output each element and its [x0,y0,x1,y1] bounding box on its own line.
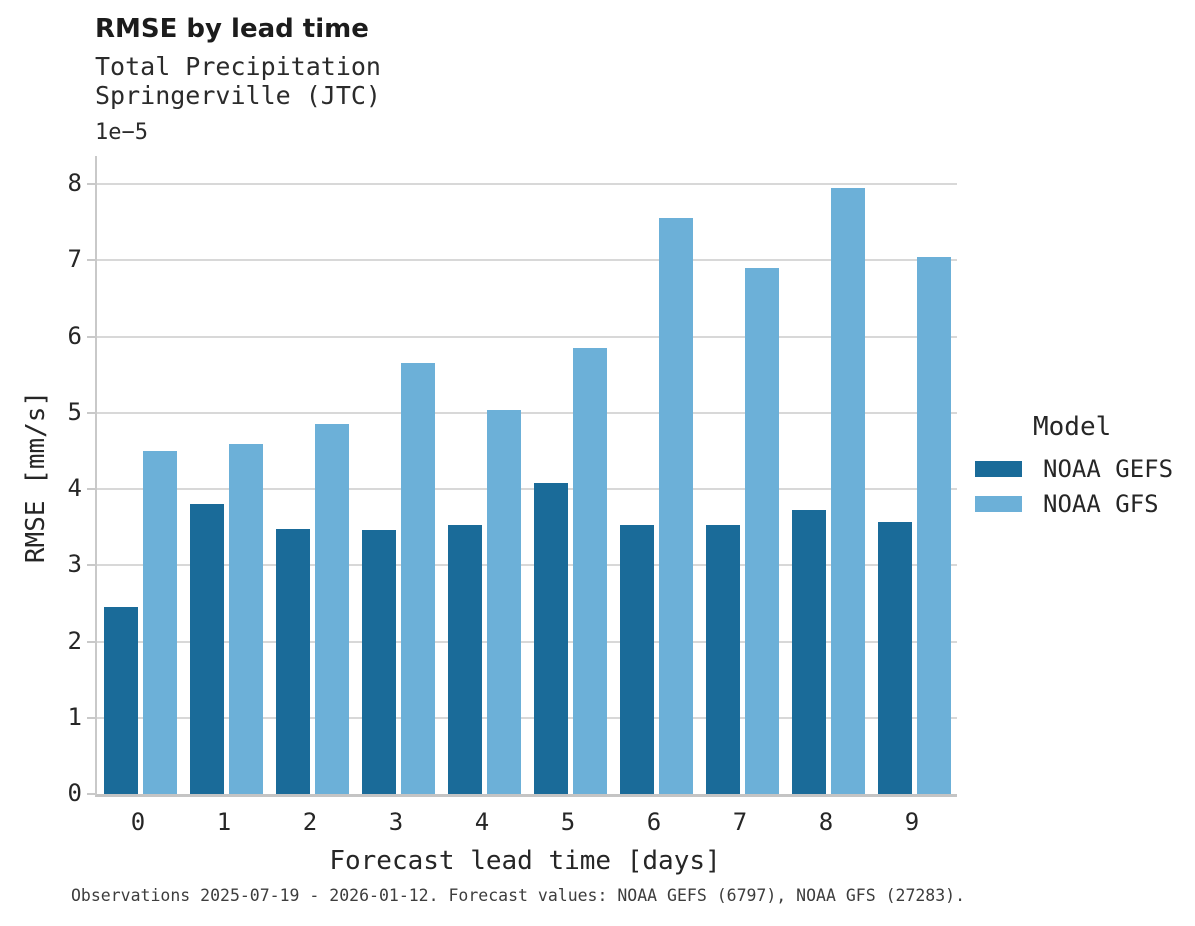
x-tick-label-8: 8 [818,808,834,836]
plot-area [87,156,957,797]
y-tick-label-2: 2 [67,626,82,655]
y-axis-tick-0 [87,793,95,795]
y-axis-tick-7 [87,259,95,262]
legend-item-noaa-gefs: NOAA GEFS [975,451,1190,486]
legend-item-noaa-gfs: NOAA GFS [975,486,1190,521]
y-tick-label-5: 5 [67,397,82,426]
bar-noaa-gefs-lead-8 [791,510,826,794]
gridline-y-8 [97,183,957,186]
legend-label-noaa-gefs: NOAA GEFS [1043,454,1174,483]
y-axis-tick-1 [87,716,95,719]
bar-noaa-gfs-lead-7 [744,268,779,794]
bar-noaa-gefs-lead-3 [361,529,396,794]
y-axis-tick-5 [87,411,95,414]
bar-noaa-gfs-lead-9 [916,256,951,794]
bar-noaa-gefs-lead-2 [275,528,310,794]
gridline-y-6 [97,335,957,338]
y-tick-label-1: 1 [67,702,82,731]
bar-noaa-gfs-lead-0 [142,451,177,794]
y-tick-label-6: 6 [67,321,82,350]
bar-noaa-gfs-lead-8 [830,188,865,794]
legend-swatch-noaa-gfs [975,495,1022,512]
footnote-caption: Observations 2025-07-19 - 2026-01-12. Fo… [71,886,966,905]
bar-noaa-gefs-lead-4 [447,524,482,794]
bar-noaa-gefs-lead-7 [705,524,740,794]
x-axis-label: Forecast lead time [days] [329,846,721,876]
y-tick-label-8: 8 [67,169,82,198]
chart-subtitle-location: Springerville (JTC) [95,81,381,110]
y-axis-tick-2 [87,640,95,643]
bar-noaa-gfs-lead-3 [400,363,435,794]
x-tick-label-7: 7 [732,808,748,836]
y-axis-offset-label: 1e−5 [95,120,148,145]
legend-items: NOAA GEFS NOAA GFS [975,451,1190,521]
legend-title: Model [1033,412,1112,442]
bar-noaa-gefs-lead-0 [103,607,138,794]
gridline-y-2 [97,640,957,643]
bar-noaa-gefs-lead-9 [877,521,912,794]
x-tick-label-1: 1 [216,808,232,836]
gridline-y-1 [97,716,957,719]
y-tick-label-4: 4 [67,473,82,502]
y-axis-tick-3 [87,564,95,567]
y-axis-tick-8 [87,183,95,186]
bar-noaa-gfs-lead-4 [486,409,521,794]
x-tick-label-6: 6 [646,808,662,836]
bar-noaa-gfs-lead-2 [314,423,349,794]
y-tick-label-0: 0 [67,778,82,807]
legend-swatch-noaa-gefs [975,460,1022,477]
y-tick-label-3: 3 [67,550,82,579]
x-tick-label-3: 3 [388,808,404,836]
x-tick-label-4: 4 [474,808,490,836]
bar-noaa-gfs-lead-1 [228,444,263,794]
gridline-y-4 [97,488,957,491]
chart-subtitle-variable: Total Precipitation [95,52,381,81]
gridline-y-7 [97,259,957,262]
x-tick-label-5: 5 [560,808,576,836]
gridline-y-3 [97,564,957,567]
y-axis-tick-4 [87,488,95,491]
bar-noaa-gfs-lead-5 [572,348,607,794]
bar-noaa-gefs-lead-5 [533,483,568,794]
x-tick-label-0: 0 [130,808,146,836]
y-tick-label-7: 7 [67,245,82,274]
x-tick-label-2: 2 [302,808,318,836]
bar-noaa-gefs-lead-1 [189,503,224,794]
chart-title: RMSE by lead time [95,14,369,44]
y-axis-tick-6 [87,335,95,338]
legend: Model NOAA GEFS NOAA GFS [975,412,1190,521]
x-tick-label-9: 9 [904,808,920,836]
bar-noaa-gefs-lead-6 [619,524,654,794]
gridline-y-5 [97,411,957,414]
legend-label-noaa-gfs: NOAA GFS [1043,489,1159,518]
bar-noaa-gfs-lead-6 [658,217,693,794]
